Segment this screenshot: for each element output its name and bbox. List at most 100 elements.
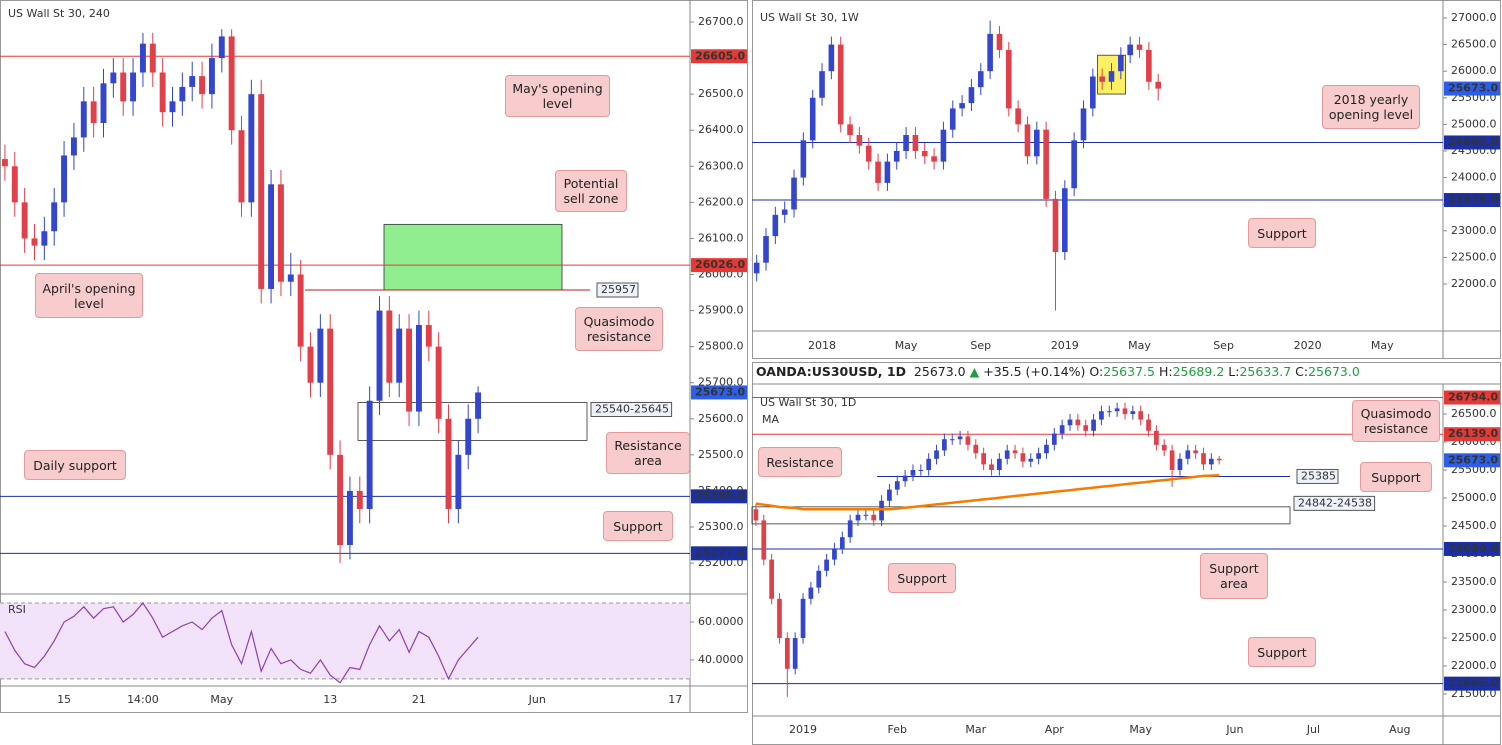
candle-body (1122, 408, 1128, 415)
candle-body (1075, 419, 1081, 426)
candle-body (1005, 49, 1012, 109)
x-tick-label: 2019 (789, 723, 817, 736)
candle-body (912, 135, 919, 151)
candle-body (942, 439, 947, 451)
ohlc: O:25637.5 H:25689.2 L:25633.7 C:25673.0 (1089, 364, 1359, 379)
candle-body (1004, 450, 1010, 459)
candle-body (781, 209, 788, 215)
x-tick-label: 2020 (1294, 339, 1322, 352)
chart-title: US Wall St 30, 1W (760, 11, 859, 24)
y-tick-label: 22000.0 (1451, 659, 1497, 672)
x-tick-label: 2019 (1051, 339, 1079, 352)
candle-body (832, 548, 837, 560)
level-label: 25385.0 (695, 489, 745, 502)
candle-body (386, 310, 393, 383)
candle-body (987, 33, 993, 72)
candle-body (61, 155, 68, 203)
candle-body (1062, 188, 1068, 253)
candle-body (777, 598, 782, 639)
y-tick-label: 26000.0 (1451, 64, 1497, 77)
candle-body (179, 86, 186, 102)
y-tick-label: 26400.0 (698, 123, 744, 136)
candle-body (996, 33, 1003, 50)
candle-body (800, 598, 806, 639)
candle-body (977, 71, 984, 88)
candle-body (130, 72, 137, 102)
candle-body (1177, 458, 1183, 471)
callout: Daily support (24, 450, 126, 480)
series-line (4, 602, 479, 684)
ohlc-key: O: (1089, 364, 1104, 379)
candle-body (902, 475, 908, 482)
candle-body (855, 514, 861, 521)
candle-body (1138, 411, 1144, 420)
candle-body (1083, 425, 1089, 431)
candle-body (1024, 124, 1031, 157)
callout: April's opening level (35, 273, 143, 318)
level-label-box (1444, 427, 1500, 442)
candle-body (931, 156, 937, 162)
candle-body (965, 436, 971, 445)
chart-title: US Wall St 30, 240 (8, 7, 110, 20)
candle-body (376, 310, 383, 401)
last-price-label: 25673.0 (1448, 82, 1498, 95)
candle-body (1059, 425, 1065, 434)
symbol-header: OANDA:US30USD, 1D 25673.0 ▲ +35.5 (+0.14… (756, 364, 1360, 379)
y-tick-label: 25000.0 (1451, 117, 1497, 130)
candle-body (356, 490, 363, 509)
zone (383, 223, 563, 291)
candle-body (435, 346, 442, 419)
ohlc-value: 25637.5 (1103, 364, 1155, 379)
candle-body (415, 324, 422, 412)
y-tick-label: 25600.0 (698, 412, 744, 425)
line-label-box (1296, 468, 1339, 484)
candle-body (1146, 419, 1151, 431)
y-tick-label: 26300.0 (698, 159, 744, 172)
candle-body (828, 44, 835, 72)
panel-border (0, 0, 748, 713)
candle-body (425, 324, 432, 347)
candle-body (1028, 458, 1034, 462)
candle-body (1099, 411, 1104, 420)
y-tick-label: 25300.0 (698, 520, 744, 533)
candle-body (1034, 129, 1040, 157)
candle-body (208, 58, 215, 95)
zone-label: 25540-25645 (595, 402, 669, 415)
candle-body (1012, 450, 1018, 454)
candle-body (996, 458, 1002, 471)
candle-body (1118, 55, 1124, 72)
y-tick-label: 40.0000 (698, 653, 744, 666)
y-tick-label: 27000.0 (1451, 11, 1497, 24)
candle-body (809, 97, 816, 141)
candle-body (819, 71, 825, 98)
y-tick-label: 26500.0 (1451, 407, 1497, 420)
x-tick-label: Jun (528, 693, 546, 706)
level-label: 25227.0 (695, 546, 745, 559)
candle-body (769, 559, 774, 599)
candle-body (465, 418, 472, 455)
candle-body (277, 184, 284, 282)
candle-body (1090, 76, 1096, 109)
candle-body (11, 166, 18, 203)
candle-body (1146, 49, 1152, 82)
x-tick-label: Apr (1045, 723, 1065, 736)
candle-body (1071, 140, 1077, 189)
callout: Support (888, 563, 956, 593)
series-line (755, 474, 1220, 511)
zone (751, 506, 1291, 525)
candle-body (455, 454, 462, 509)
x-tick-label: May (895, 339, 918, 352)
candle-body (894, 481, 900, 490)
candle-body (1020, 453, 1026, 462)
candle-body (791, 177, 797, 210)
level-label-box (1444, 676, 1500, 691)
candle-body (1114, 408, 1120, 412)
y-tick-label: 25900.0 (698, 304, 744, 317)
x-tick-label: 15 (57, 693, 71, 706)
chart-title: RSI (8, 603, 26, 616)
x-tick-label: Mar (965, 723, 986, 736)
level-label: 26794.0 (1448, 391, 1498, 404)
candle-body (763, 236, 769, 263)
